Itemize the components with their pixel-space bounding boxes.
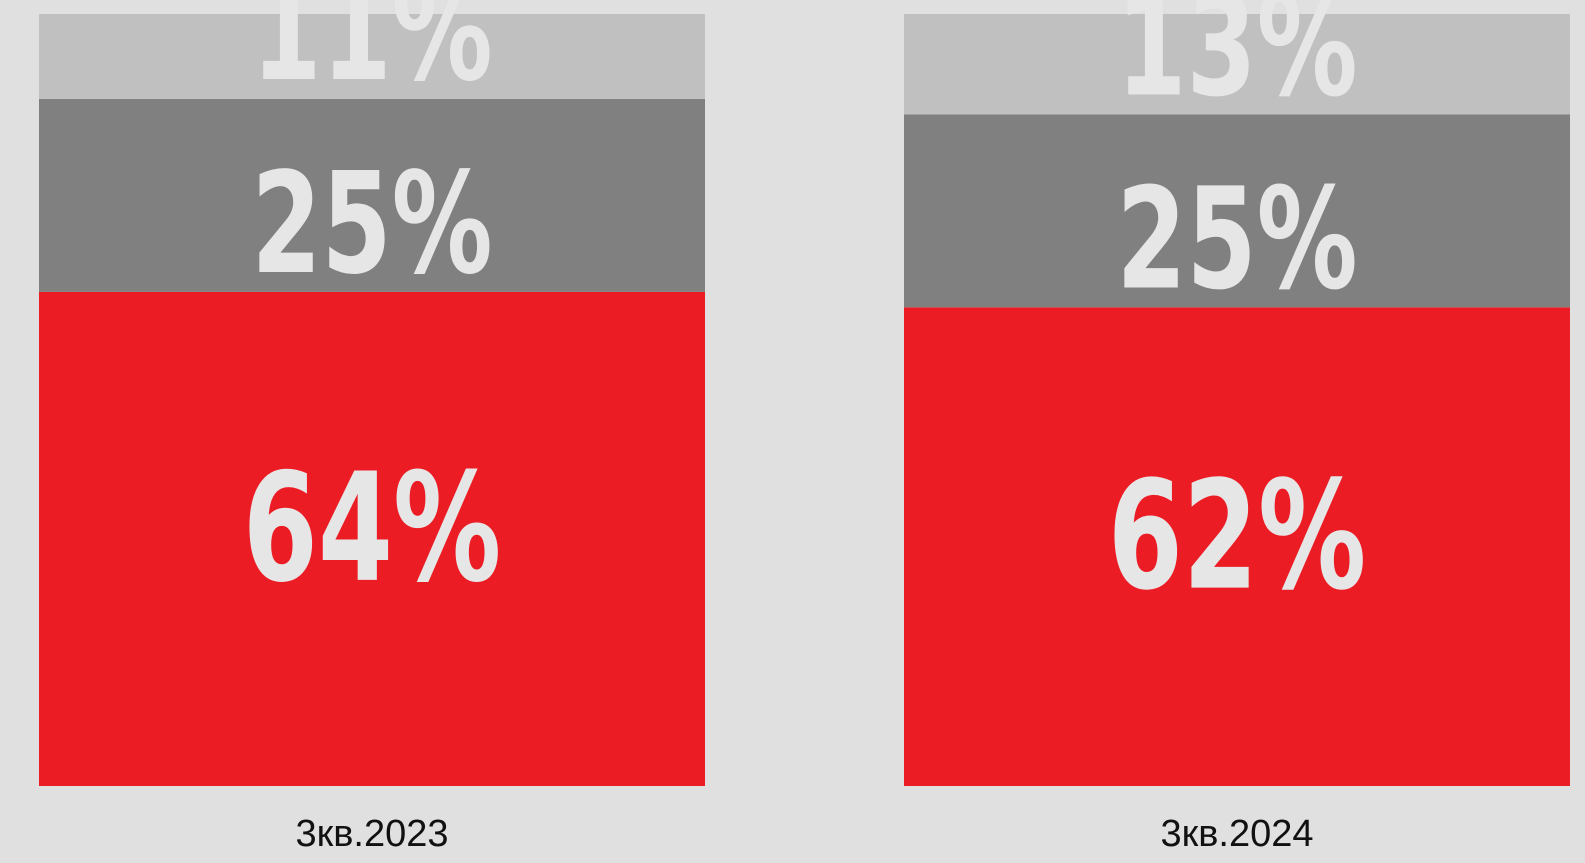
- value-label-group: 62%: [1108, 449, 1366, 623]
- x-tick-label: 3кв.2024: [1160, 813, 1313, 855]
- value-label: 11%: [251, 0, 492, 112]
- bar-segment: [39, 98, 705, 292]
- value-label-group: 11%: [251, 0, 492, 112]
- bar-segment: [39, 14, 705, 99]
- value-label: 62%: [1108, 449, 1366, 623]
- value-label-group: 13%: [1116, 0, 1357, 128]
- bar-segment: [904, 114, 1570, 308]
- value-label-group: 25%: [251, 142, 492, 305]
- x-tick-label: 3кв.2023: [295, 813, 448, 855]
- value-label: 64%: [243, 441, 501, 615]
- value-label-group: 64%: [243, 441, 501, 615]
- bar-segment: [39, 291, 705, 786]
- value-label: 25%: [251, 142, 492, 305]
- value-label: 25%: [1116, 158, 1357, 321]
- value-label: 13%: [1116, 0, 1357, 128]
- bar-segment: [904, 307, 1570, 786]
- bar-segment: [904, 14, 1570, 115]
- value-label-group: 25%: [1116, 158, 1357, 321]
